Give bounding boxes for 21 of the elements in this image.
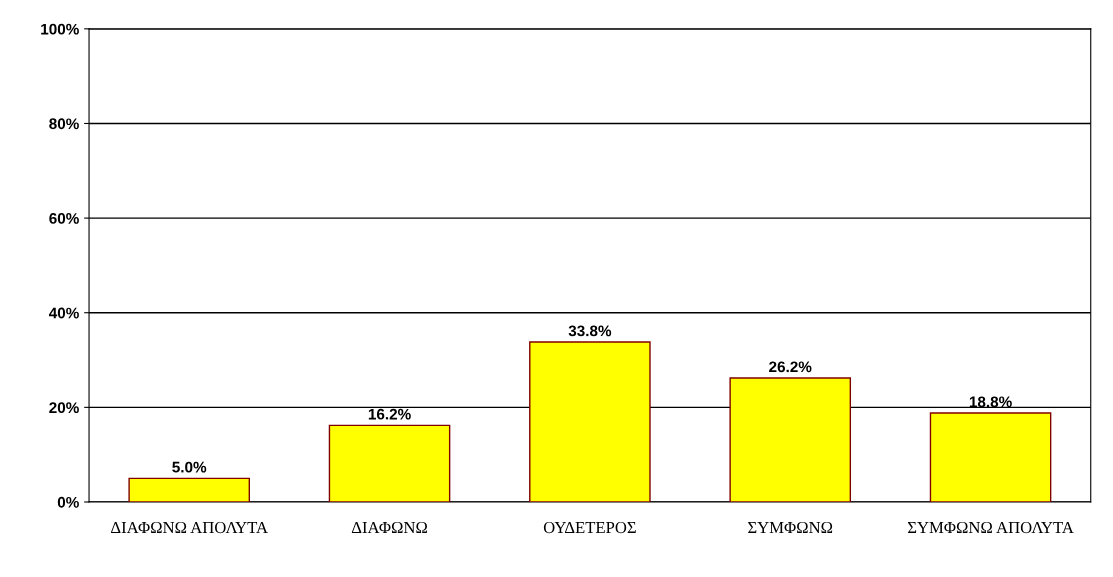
data-label: 16.2% bbox=[368, 408, 411, 420]
data-label: 26.2% bbox=[769, 361, 812, 373]
x-tick-label: ΟΥΔΕΤΕΡΟΣ bbox=[543, 521, 636, 534]
bar bbox=[929, 412, 1052, 502]
x-tick-label: ΔΙΑΦΩΝΩ bbox=[351, 521, 427, 533]
bar bbox=[529, 341, 651, 502]
bar bbox=[328, 424, 451, 502]
y-tick-label: 40% bbox=[48, 307, 79, 319]
y-tick-label: 20% bbox=[49, 402, 79, 414]
x-tick-label: ΣΥΜΦΩΝΩ ΑΠΟΛΥΤΑ bbox=[907, 521, 1074, 534]
x-tick-label: ΣΥΜΦΩΝΩ bbox=[748, 521, 833, 533]
bar bbox=[729, 377, 852, 502]
bar bbox=[128, 477, 251, 502]
x-tick-label: ΔΙΑΦΩΝΩ ΑΠΟΛΥΤΑ bbox=[111, 521, 268, 534]
data-label: 5.0% bbox=[172, 461, 207, 473]
data-label: 33.8% bbox=[568, 325, 612, 337]
y-tick-label: 60% bbox=[49, 212, 79, 224]
data-label: 18.8% bbox=[969, 396, 1012, 408]
y-tick-label: 100% bbox=[41, 23, 79, 35]
y-tick-label: 0% bbox=[57, 496, 79, 508]
y-tick-label: 80% bbox=[49, 118, 79, 130]
